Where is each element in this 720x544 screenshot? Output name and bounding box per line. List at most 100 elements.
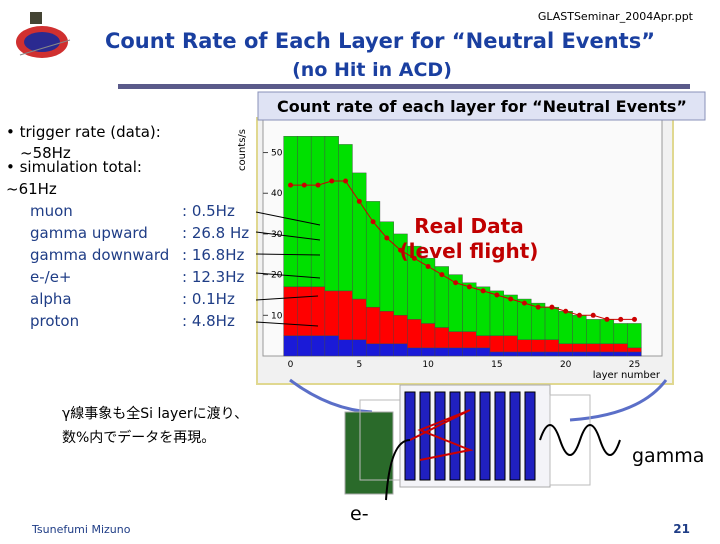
bar-segment	[297, 286, 312, 336]
x-tick-label: 0	[288, 360, 294, 370]
pointer-arrows	[255, 211, 321, 327]
bar-segment	[489, 335, 504, 353]
bar-segment	[544, 339, 560, 353]
x-tick-label: 20	[560, 360, 572, 370]
bar-segment	[476, 286, 491, 336]
data-point	[425, 263, 431, 269]
bar-segment	[627, 347, 642, 353]
gamma-label: gamma	[632, 445, 704, 467]
callout: Count rate of each layer for “Neutral Ev…	[277, 97, 687, 116]
y-axis-label: counts/s	[237, 129, 248, 171]
bar-segment	[462, 347, 477, 357]
component-value: : 16.8Hz	[182, 246, 244, 264]
data-point	[439, 272, 445, 278]
bar-segment	[599, 351, 615, 357]
component-value: : 0.5Hz	[182, 202, 235, 220]
component-name: proton	[30, 312, 79, 330]
bar-segment	[393, 315, 408, 344]
bar-segment	[448, 331, 463, 349]
bar-segment	[379, 221, 394, 312]
data-point	[604, 316, 610, 322]
bar-segment	[586, 351, 601, 357]
bar-segment	[627, 351, 642, 357]
bar-segment	[283, 136, 298, 288]
logo	[16, 12, 71, 58]
bar-segment	[503, 351, 518, 357]
bar-segment	[462, 331, 477, 349]
title: (no Hit in ACD)	[292, 59, 452, 81]
bullet: • trigger rate (data):	[6, 123, 161, 141]
bar-segment	[544, 351, 560, 357]
bar-segment	[338, 144, 353, 292]
component-value: : 12.3Hz	[182, 268, 244, 286]
page-number: 21	[673, 522, 690, 536]
bar-segment	[352, 339, 367, 357]
bar-segment	[489, 290, 504, 336]
bar-segment	[352, 298, 367, 340]
note: γ線事象も全Si layerに渡り、	[62, 405, 248, 422]
bar-segment	[517, 351, 532, 357]
y-tick-label: 10	[271, 311, 283, 321]
bar-segment	[448, 347, 463, 357]
bar-segment	[324, 290, 339, 336]
x-axis-label: layer number	[593, 370, 661, 381]
file-name: GLASTSeminar_2004Apr.ppt	[538, 10, 694, 23]
component-name: e-/e+	[30, 268, 72, 286]
bar-segment	[379, 343, 394, 357]
component-name: gamma upward	[30, 224, 148, 242]
data-point	[301, 182, 307, 188]
bar-segment	[531, 339, 546, 353]
y-tick-label: 40	[271, 189, 283, 199]
bullet: • simulation total:	[6, 158, 142, 176]
bar-segment	[310, 136, 326, 288]
bar-segment	[558, 311, 573, 344]
data-point	[521, 300, 527, 306]
detector	[344, 384, 621, 501]
x-tick-label: 5	[356, 360, 362, 370]
data-point	[370, 219, 376, 225]
bar-segment	[393, 343, 408, 357]
data-point	[576, 312, 582, 318]
real-data: Real Data	[414, 214, 523, 238]
bar-segment	[297, 136, 312, 288]
x-tick-label: 15	[491, 360, 502, 370]
bar-segment	[476, 347, 491, 357]
bar-segment	[613, 343, 628, 353]
bar-segment	[283, 335, 298, 357]
data-point	[315, 182, 321, 188]
bar-segment	[365, 306, 381, 344]
bar-segment	[310, 286, 326, 336]
component-name: muon	[30, 202, 73, 220]
bar-segment	[599, 343, 615, 353]
electron-label: e-	[350, 503, 369, 525]
bar-segment	[586, 343, 601, 353]
y-tick-label: 20	[271, 271, 283, 281]
bar-segment	[297, 335, 312, 357]
y-tick-label: 50	[271, 149, 283, 159]
note: 数%内でデータを再現。	[62, 429, 215, 446]
data-point	[411, 255, 417, 261]
bar-segment	[503, 335, 518, 353]
bar-segment	[558, 351, 573, 357]
x-tick-label: 25	[629, 360, 640, 370]
data-point	[398, 247, 404, 253]
bar-segment	[324, 335, 339, 357]
bullet: ~58Hz	[20, 144, 71, 162]
bar-segment	[558, 343, 573, 353]
bar-segment	[283, 286, 298, 336]
data-point	[384, 235, 390, 241]
data-point	[288, 182, 294, 188]
bar-segment	[462, 282, 477, 332]
bar-segment	[613, 323, 628, 344]
data-point	[508, 296, 514, 302]
bar-segment	[421, 347, 436, 357]
bar-segment	[407, 347, 422, 357]
real-data: (level flight)	[400, 239, 539, 263]
data-point	[453, 280, 459, 286]
data-point	[563, 308, 569, 314]
data-point	[356, 198, 362, 204]
arrow	[569, 379, 668, 422]
component-name: gamma downward	[30, 246, 169, 264]
data-point	[494, 292, 500, 298]
bar-segment	[476, 335, 491, 349]
